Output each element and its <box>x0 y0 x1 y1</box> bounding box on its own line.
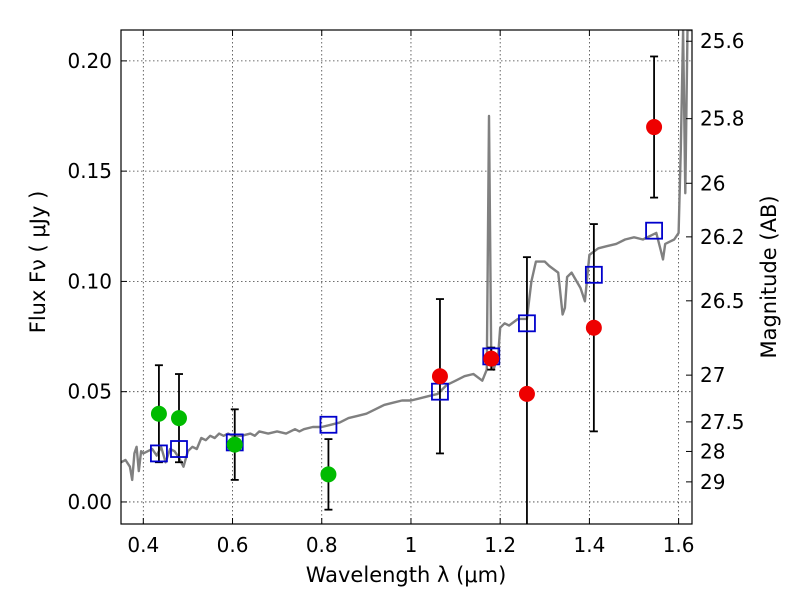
right-tick-label: 26.2 <box>700 225 745 249</box>
model-photometry-square <box>584 265 603 284</box>
x-tick-label: 0.6 <box>217 533 249 557</box>
green-data-point <box>320 466 337 483</box>
right-tick-label: 27 <box>700 363 725 387</box>
x-tick-label: 1.2 <box>484 533 516 557</box>
model-photometry-square <box>150 444 168 463</box>
y-axis-label: Flux Fν ( μJy ) <box>26 191 50 334</box>
x-tick-label: 1.6 <box>663 533 695 557</box>
right-tick-label: 25.8 <box>700 107 745 131</box>
y-tick-label: 0.15 <box>67 159 112 183</box>
red-data-point <box>483 350 500 367</box>
right-tick-label: 26.5 <box>700 289 745 313</box>
y-tick-label: 0.10 <box>67 269 112 293</box>
y-tick-label: 0.20 <box>67 49 112 73</box>
model-photometry-square <box>319 415 338 434</box>
x-tick-label: 0.4 <box>127 533 159 557</box>
green-data-point <box>226 436 243 453</box>
axes: 0.4 0.6 0.8 1 1.2 1.4 1.6 0.00 0.05 0.10 0.15 0.20 2… <box>67 29 744 557</box>
grid-lines <box>121 30 692 524</box>
right-tick-label: 28 <box>700 439 725 463</box>
red-data-point <box>431 368 448 385</box>
green-data-point <box>150 405 167 422</box>
red-data-point <box>646 119 663 136</box>
x-axis-label: Wavelength λ (μm) <box>306 563 507 587</box>
model-photometry-square <box>170 440 188 458</box>
green-data-point <box>170 410 187 427</box>
y-tick-label: 0.05 <box>67 380 112 404</box>
right-tick-label: 25.6 <box>700 29 745 53</box>
right-axis-label: Magnitude (AB) <box>757 195 781 358</box>
plot-frame <box>120 29 693 525</box>
x-tick-label: 0.8 <box>306 533 338 557</box>
x-tick-label: 1.4 <box>573 533 605 557</box>
right-tick-label: 27.5 <box>700 410 745 434</box>
y-tick-label: 0.00 <box>67 490 112 514</box>
model-photometry-square <box>518 314 536 333</box>
model-spectrum-line <box>121 30 692 482</box>
x-tick-label: 1 <box>405 533 418 557</box>
data-layer <box>121 30 692 524</box>
right-tick-label: 26 <box>700 171 725 195</box>
right-tick-label: 29 <box>700 470 725 494</box>
red-data-point <box>518 385 535 402</box>
red-data-point <box>585 319 602 336</box>
model-photometry-square <box>645 221 663 240</box>
